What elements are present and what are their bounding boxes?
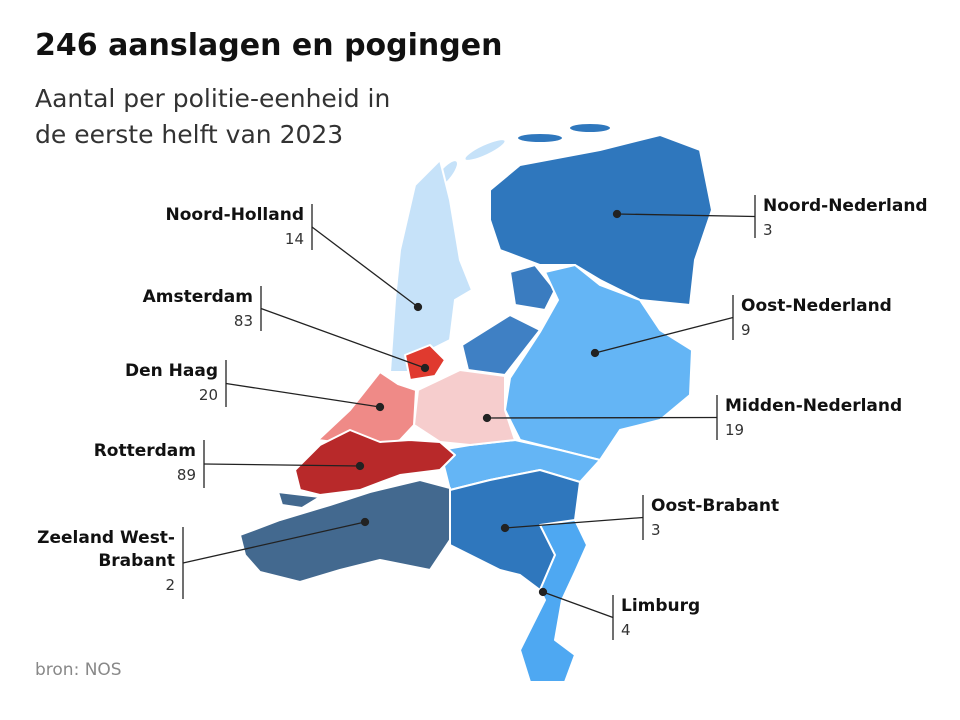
region-noord-holland — [389, 159, 473, 373]
region-flevoland-north — [509, 264, 556, 311]
region-label: Limburg 4 — [621, 595, 821, 639]
region-rotterdam — [294, 429, 456, 496]
region-value: 3 — [651, 521, 661, 539]
region-label: Zeeland West-Brabant 2 — [20, 527, 175, 594]
region-flevoland-south — [461, 314, 541, 376]
region-value: 83 — [233, 312, 253, 330]
region-label: Den Haag 20 — [18, 360, 218, 404]
region-name: Amsterdam — [142, 287, 253, 307]
region-label: Oost-Brabant 3 — [651, 495, 851, 539]
region-name: Rotterdam — [93, 441, 196, 461]
leader-dot — [360, 517, 370, 527]
region-name: Den Haag — [124, 361, 218, 381]
region-value: 14 — [284, 230, 304, 248]
leader-lines — [182, 195, 756, 640]
region-name: Noord-Holland — [165, 205, 305, 225]
region-label: Oost-Nederland 9 — [741, 295, 960, 339]
region-label: Noord-Nederland 3 — [763, 195, 960, 239]
region-label: Noord-Holland 14 — [104, 204, 305, 248]
title: 246 aanslagen en pogingen — [35, 28, 503, 63]
subtitle-line: de eerste helft van 2023 — [35, 120, 344, 149]
leader-dot — [355, 461, 365, 471]
leader-line — [542, 591, 614, 619]
leader-dot — [500, 523, 510, 533]
source: bron: NOS — [35, 660, 122, 680]
region-value: 4 — [621, 621, 631, 639]
leader-dot — [590, 348, 600, 358]
region-value: 89 — [176, 466, 196, 484]
leader-line — [311, 226, 419, 308]
region-name: Midden-Nederland — [725, 396, 903, 416]
leader-line — [203, 463, 361, 467]
region-midden-nederland — [413, 369, 516, 446]
region-name: Oost-Nederland — [741, 296, 892, 316]
leader-dot — [420, 363, 430, 373]
region-value: 9 — [741, 321, 751, 339]
region-name: Noord-Nederland — [763, 196, 928, 216]
leader-line — [182, 521, 366, 564]
leader-dot — [612, 209, 622, 219]
subtitle-line: Aantal per politie-eenheid in — [35, 84, 391, 113]
leader-line — [504, 516, 644, 529]
region-value: 19 — [725, 421, 745, 439]
region-zeeland-island — [277, 491, 321, 509]
region-label: Amsterdam 83 — [53, 286, 253, 330]
region-amsterdam — [404, 344, 446, 381]
region-name: Oost-Brabant — [651, 496, 780, 516]
region-label: Midden-Nederland 19 — [725, 395, 955, 439]
leader-dot — [413, 302, 423, 312]
region-name: Zeeland West-Brabant — [37, 528, 175, 571]
region-noord-nederland — [489, 134, 713, 306]
region-label: Rotterdam 89 — [0, 440, 196, 484]
leader-line — [260, 307, 426, 369]
leader-line — [594, 316, 734, 354]
region-value: 3 — [763, 221, 773, 239]
leader-dot — [482, 413, 492, 423]
leader-dot — [538, 587, 548, 597]
leader-line — [225, 382, 381, 408]
region-oost-nederland — [504, 264, 693, 461]
region-value: 20 — [198, 386, 218, 404]
region-zeeland-west-brabant — [239, 479, 451, 583]
leader-dot — [375, 402, 385, 412]
region-value: 2 — [165, 576, 175, 594]
leader-line — [486, 416, 718, 419]
region-name: Limburg — [621, 596, 701, 616]
leader-line — [616, 213, 756, 218]
